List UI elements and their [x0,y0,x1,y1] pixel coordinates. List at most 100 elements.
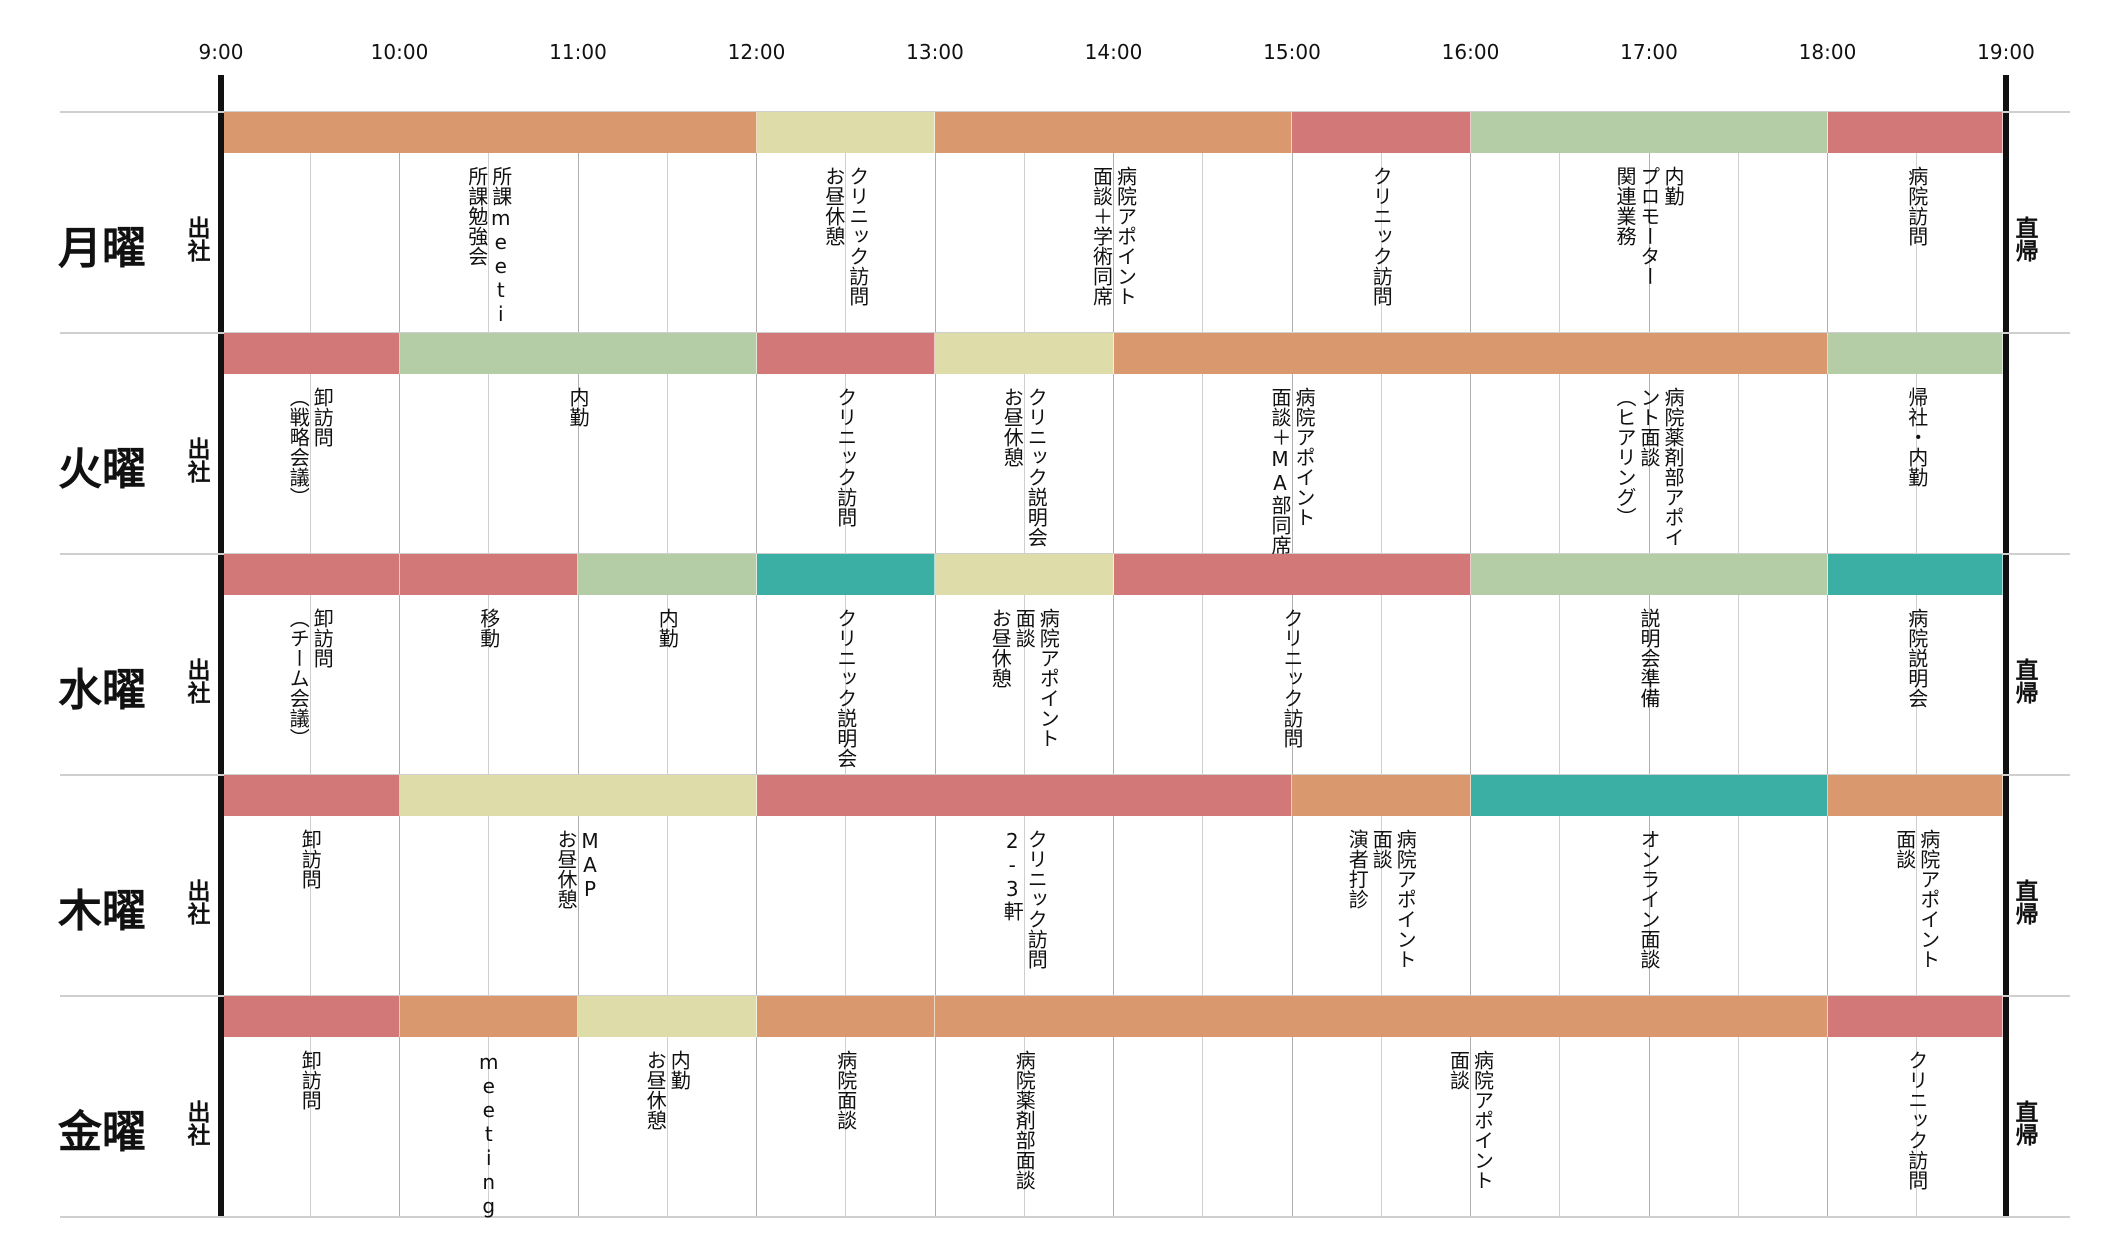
schedule-block[interactable] [935,554,1114,595]
time-label: 17:00 [1620,40,1678,64]
schedule-block[interactable] [1113,554,1471,595]
activity-label: 病院アポイント 面談 [1892,829,1941,969]
schedule-block[interactable] [578,554,757,595]
activity-label: 病院訪問 [1904,166,1929,246]
schedule-block[interactable] [1292,775,1471,816]
activity-label: オンライン面談 [1637,829,1661,969]
grid-line [488,111,490,1216]
day-boundary-line [218,75,224,1216]
grid-line [845,111,847,1216]
schedule-block[interactable] [935,333,1114,374]
schedule-block[interactable] [399,333,757,374]
activity-label: 卸訪問 [298,829,323,889]
activity-label: クリニック訪問 [1369,166,1394,306]
activity-label: 病院アポイント 面談 [1446,1050,1495,1190]
schedule-block[interactable] [1827,333,2003,374]
end-label: 直帰 [2011,658,2037,704]
schedule-block[interactable] [1113,333,1828,374]
schedule-block[interactable] [1827,112,2003,153]
grid-line [1916,111,1918,1216]
schedule-block[interactable] [1470,775,1828,816]
day-label: 木曜 [58,886,146,937]
activity-label: 移動 [476,608,501,648]
schedule-block[interactable] [224,554,400,595]
day-label: 月曜 [58,223,146,274]
start-label: 出社 [183,879,209,925]
grid-line [1559,111,1561,1216]
start-label: 出社 [183,1100,209,1146]
time-label: 14:00 [1084,40,1143,64]
grid-line [1648,111,1650,1216]
time-label: 9:00 [198,40,244,64]
schedule-block[interactable] [224,996,400,1037]
schedule-block[interactable] [399,554,578,595]
activity-label: meeting [476,1050,501,1218]
activity-label: 病院アポイント 面談 演者打診 [1345,829,1418,969]
schedule-block[interactable] [935,996,1828,1037]
schedule-block[interactable] [578,996,757,1037]
schedule-block[interactable] [935,112,1292,153]
activity-label: 病院アポイント 面談＋学術同席 [1089,166,1138,306]
time-label: 16:00 [1441,40,1500,64]
end-label: 直帰 [2011,1100,2037,1146]
time-label: 11:00 [549,40,607,64]
time-label: 13:00 [906,40,964,64]
schedule-block[interactable] [224,333,400,374]
schedule-block[interactable] [1827,554,2003,595]
schedule-block[interactable] [1292,112,1471,153]
end-label: 直帰 [2011,879,2037,925]
grid-line [756,111,757,1216]
activity-label: クリニック訪問 [833,387,858,527]
schedule-block[interactable] [399,775,757,816]
activity-label: 卸訪問 [298,1050,323,1110]
schedule-block[interactable] [224,775,400,816]
grid-line [577,111,579,1216]
grid-line [1470,111,1471,1216]
activity-label: 内勤 プロモーター 関連業務 [1613,166,1685,286]
day-label: 金曜 [58,1107,146,1158]
activity-label: クリニック訪問 お昼休憩 [821,166,870,306]
time-label: 18:00 [1798,40,1857,64]
grid-line [1380,111,1382,1216]
grid-line [399,111,400,1216]
activity-label: MAP お昼休憩 [554,829,602,909]
activity-label: 内勤 [566,387,590,427]
schedule-block[interactable] [756,996,935,1037]
activity-label: 卸訪問 （戦略会議） [286,387,335,507]
row-divider [60,1216,2070,1218]
schedule-block[interactable] [756,112,935,153]
start-label: 出社 [183,216,209,262]
grid-line [1023,111,1025,1216]
grid-line [1737,111,1739,1216]
activity-label: 帰社・内勤 [1904,387,1929,487]
time-label: 15:00 [1263,40,1321,64]
grid-line [1113,111,1114,1216]
activity-label: 病院アポイント 面談 お昼休憩 [988,608,1061,748]
activity-label: 内勤 お昼休憩 [643,1050,692,1130]
activity-label: クリニック訪問 2-3軒 [1000,829,1049,969]
grid-line [934,111,936,1216]
schedule-block[interactable] [1470,112,1828,153]
schedule-block[interactable] [399,996,578,1037]
activity-label: 病院薬剤部面談 [1012,1050,1037,1190]
day-label: 水曜 [58,665,146,716]
schedule-block[interactable] [756,775,1292,816]
activity-label: 卸訪問 （チーム会議） [286,608,335,748]
time-label: 10:00 [370,40,429,64]
activity-label: 病院薬剤部アポイ ント面談 （ヒアリング） [1613,387,1685,547]
activity-label: 病院面談 [833,1050,858,1130]
grid-line [1291,111,1293,1216]
schedule-block[interactable] [1827,996,2003,1037]
schedule-block[interactable] [1470,554,1828,595]
schedule-block[interactable] [756,554,935,595]
end-label: 直帰 [2011,216,2037,262]
grid-line [666,111,668,1216]
schedule-block[interactable] [224,112,757,153]
activity-label: クリニック訪問 [1280,608,1304,748]
time-label: 19:00 [1977,40,2035,64]
schedule-block[interactable] [756,333,935,374]
grid-line [309,111,311,1216]
activity-label: 説明会準備 [1637,608,1661,708]
schedule-block[interactable] [1827,775,2003,816]
